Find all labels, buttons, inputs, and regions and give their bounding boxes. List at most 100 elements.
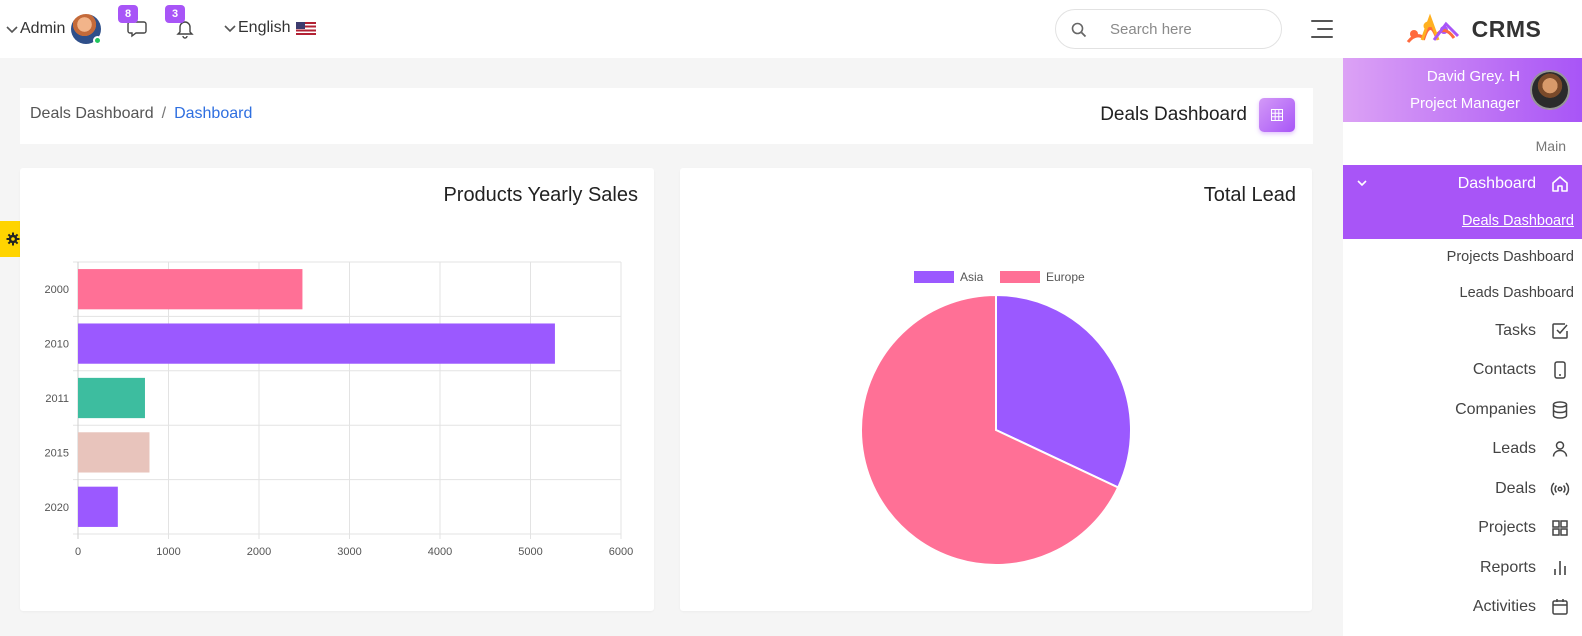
menu-line-icon bbox=[1311, 20, 1333, 22]
sidebar-item-label: Activities bbox=[1472, 598, 1536, 616]
sidebar-item-activities[interactable]: Activities bbox=[1343, 588, 1582, 628]
chevron-down-icon bbox=[224, 25, 236, 33]
table-grid-icon bbox=[1271, 109, 1283, 121]
sidebar: CRMS David Grey. H Project Manager Main … bbox=[1343, 0, 1582, 636]
bar bbox=[78, 377, 145, 419]
sidebar-toggle-button[interactable] bbox=[1311, 20, 1333, 38]
menu-line-icon bbox=[1317, 28, 1333, 30]
search-input[interactable] bbox=[1110, 20, 1270, 38]
profile-name: David Grey. H bbox=[1426, 68, 1520, 85]
crms-logo-icon bbox=[1406, 13, 1459, 43]
x-tick-label: 4000 bbox=[428, 546, 452, 558]
pie-slice bbox=[860, 293, 1120, 566]
sidebar-item-label: Contacts bbox=[1472, 361, 1536, 379]
messages-button[interactable] bbox=[126, 17, 148, 39]
pie-legend: Asia Europe bbox=[914, 270, 1085, 284]
brand-name: CRMS bbox=[1471, 15, 1542, 42]
legend-swatch bbox=[914, 271, 954, 283]
us-flag-icon bbox=[296, 21, 317, 35]
menu-line-icon bbox=[1311, 36, 1333, 38]
sidebar-item-projects[interactable]: Projects bbox=[1343, 509, 1582, 549]
y-tick-label: 2010 bbox=[45, 339, 69, 351]
y-tick-label: 2000 bbox=[45, 284, 69, 296]
bar-chart: 0 1000 2000 3000 4000 5000 6000 2000 2010 2011 201… bbox=[45, 261, 633, 558]
sidebar-item-label: Projects bbox=[1478, 519, 1536, 537]
breadcrumb-parent-link[interactable]: Deals Dashboard bbox=[30, 105, 154, 122]
bar bbox=[78, 269, 303, 310]
x-tick-label: 3000 bbox=[337, 546, 361, 558]
legend-label: Asia bbox=[960, 270, 984, 284]
products-yearly-sales-card: Products Yearly Sales 0 1000 2000 3000 4000 5… bbox=[20, 168, 654, 611]
profile-avatar bbox=[1530, 70, 1570, 110]
sidebar-item-label: Tasks bbox=[1495, 321, 1536, 339]
breadcrumb-current[interactable]: Dashboard bbox=[174, 105, 253, 122]
pie-chart-title: Total Lead bbox=[1203, 184, 1296, 206]
user-menu[interactable]: Admin bbox=[4, 14, 103, 45]
sidebar-item-label: Deals bbox=[1495, 479, 1536, 497]
search-box bbox=[1055, 9, 1282, 49]
avatar bbox=[71, 14, 103, 45]
submenu-projects-dashboard[interactable]: Projects Dashboard bbox=[1446, 249, 1574, 265]
sidebar-item-label: Dashboard bbox=[1457, 175, 1536, 192]
sidebar-group-dashboard: Dashboard Deals Dashboard bbox=[1343, 165, 1582, 239]
chevron-down-icon bbox=[1357, 180, 1367, 187]
legend-label: Europe bbox=[1046, 270, 1085, 284]
calendar-icon bbox=[1552, 599, 1568, 615]
breadcrumb-separator: / bbox=[161, 105, 167, 122]
y-tick-label: 2020 bbox=[45, 502, 69, 514]
gear-icon bbox=[6, 232, 20, 246]
top-header: Admin 8 3 English bbox=[0, 0, 1343, 58]
submenu-deals-dashboard[interactable]: Deals Dashboard bbox=[1461, 213, 1574, 229]
home-icon bbox=[1552, 176, 1568, 192]
search-icon bbox=[1071, 22, 1087, 38]
x-tick-label: 0 bbox=[75, 546, 81, 558]
notifications-count-badge: 3 bbox=[165, 5, 185, 23]
broadcast-icon bbox=[1550, 482, 1570, 496]
bar bbox=[78, 323, 555, 364]
sidebar-item-label: Companies bbox=[1455, 400, 1536, 418]
x-tick-label: 6000 bbox=[609, 546, 633, 558]
y-tick-label: 2011 bbox=[45, 393, 69, 405]
sidebar-item-label: Leads bbox=[1492, 440, 1536, 458]
sidebar-item-reports[interactable]: Reports bbox=[1343, 548, 1582, 588]
brand-logo[interactable]: CRMS bbox=[1343, 0, 1582, 58]
x-tick-label: 2000 bbox=[247, 546, 271, 558]
submenu-leads-dashboard[interactable]: Leads Dashboard bbox=[1459, 285, 1574, 301]
total-lead-card: Total Lead Asia Europe bbox=[680, 168, 1312, 611]
x-tick-label: 1000 bbox=[156, 546, 180, 558]
x-tick-label: 5000 bbox=[518, 546, 542, 558]
sidebar-item-dashboard[interactable]: Dashboard bbox=[1343, 165, 1582, 203]
chevron-down-icon bbox=[6, 26, 18, 34]
database-icon bbox=[1552, 401, 1568, 419]
bar bbox=[78, 486, 118, 527]
pie-slice bbox=[995, 293, 1132, 489]
checkbox-icon bbox=[1552, 323, 1568, 339]
language-selector[interactable]: English bbox=[222, 19, 317, 37]
breadcrumb-bar: Deals Dashboard / Dashboard Deals Dashboar… bbox=[20, 88, 1313, 144]
mobile-icon bbox=[1554, 361, 1566, 379]
profile-card[interactable]: David Grey. H Project Manager bbox=[1343, 58, 1582, 122]
sidebar-item-tasks[interactable]: Tasks bbox=[1343, 311, 1582, 351]
page-title: Deals Dashboard bbox=[1100, 104, 1247, 125]
user-icon bbox=[1552, 441, 1568, 457]
breadcrumb: Deals Dashboard / Dashboard bbox=[30, 105, 252, 123]
bar bbox=[78, 432, 150, 473]
sidebar-item-deals[interactable]: Deals bbox=[1343, 469, 1582, 509]
grid-icon bbox=[1552, 520, 1568, 536]
menu-section-label: Main bbox=[1535, 138, 1566, 154]
language-label: English bbox=[238, 19, 291, 36]
dashboard-grid-button[interactable] bbox=[1259, 98, 1295, 132]
pie-chart: Asia Europe bbox=[860, 270, 1132, 566]
bell-icon bbox=[176, 21, 194, 39]
online-status-dot bbox=[93, 36, 103, 45]
bar-chart-title: Products Yearly Sales bbox=[443, 184, 638, 206]
notifications-button[interactable] bbox=[174, 17, 196, 39]
legend-swatch bbox=[1000, 271, 1040, 283]
sidebar-item-companies[interactable]: Companies bbox=[1343, 390, 1582, 430]
y-tick-label: 2015 bbox=[45, 447, 69, 459]
messages-count-badge: 8 bbox=[118, 5, 138, 23]
sidebar-item-leads[interactable]: Leads bbox=[1343, 430, 1582, 470]
sidebar-item-label: Reports bbox=[1479, 558, 1536, 576]
sidebar-item-contacts[interactable]: Contacts bbox=[1343, 351, 1582, 391]
chat-bubble-icon bbox=[127, 21, 147, 38]
